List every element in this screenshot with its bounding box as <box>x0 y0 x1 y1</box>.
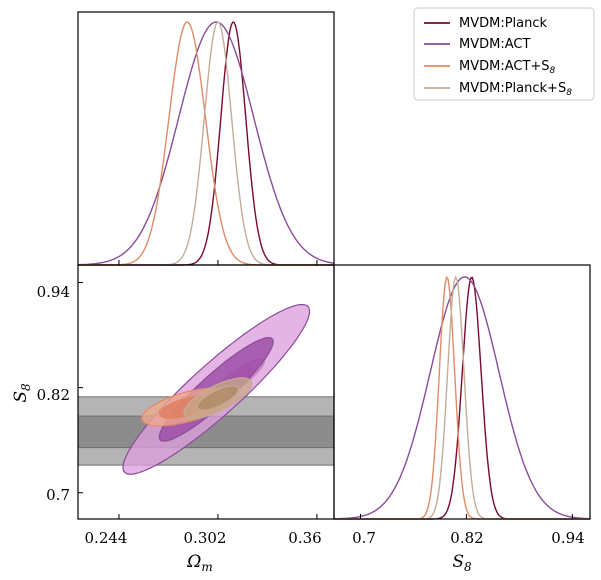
joint-contours <box>122 303 311 475</box>
legend-text-planck: MVDM:Planck <box>459 16 548 31</box>
x-tick-s8-1: 0.82 <box>450 529 483 547</box>
s8-symbol: S <box>452 552 464 572</box>
s8-y-symbol: S <box>11 391 31 403</box>
axis-ticks <box>78 260 573 519</box>
legend-label-act-s8: MVDM:ACT+S8 <box>459 59 556 76</box>
y-tick-s8-2: 0.94 <box>37 283 70 301</box>
s8-subscript: 8 <box>464 560 472 574</box>
panel-s8-marginal <box>333 264 591 520</box>
x-tick-omega-m-2: 0.36 <box>288 529 321 547</box>
x-axis-label-s8: S8 <box>452 552 472 574</box>
marginal-omega-m-planck_s8 <box>78 21 334 266</box>
legend-label-act: MVDM:ACT <box>459 37 530 52</box>
omega-m-subscript: m <box>201 560 212 574</box>
contour-planck_s8-1sigma <box>196 385 240 412</box>
omega-m-symbol: Ω <box>186 552 201 572</box>
marginal-omega-m-act_s8 <box>78 21 334 266</box>
marginal-omega-m-planck <box>78 21 334 266</box>
legend-sub-act-s8: 8 <box>550 66 556 76</box>
y-tick-s8-1: 0.82 <box>37 386 70 404</box>
y-axis-label-s8: S8 <box>11 383 33 403</box>
x-tick-s8-2: 0.94 <box>551 529 584 547</box>
x-tick-omega-m-1: 0.302 <box>184 529 227 547</box>
x-tick-s8-0: 0.7 <box>352 529 376 547</box>
x-axis-label-omega-m: Ωm <box>186 552 213 574</box>
marginal-s8-act_s8 <box>334 275 590 520</box>
legend-text-act: MVDM:ACT <box>459 37 530 52</box>
s8-y-subscript: 8 <box>19 383 33 391</box>
x-tick-omega-m-0: 0.244 <box>85 529 128 547</box>
legend-box <box>413 7 595 101</box>
legend-label-planck-s8: MVDM:Planck+S8 <box>459 81 572 98</box>
legend-sub-planck-s8: 8 <box>566 88 572 98</box>
legend-text-planck-s8: MVDM:Planck+S <box>459 81 566 96</box>
marginal-omega-m-act <box>78 21 335 266</box>
legend: MVDM:Planck MVDM:ACT MVDM:ACT+S8 MVDM:Pl… <box>413 7 595 101</box>
panel-omega-m-marginal <box>77 11 335 266</box>
legend-text-act-s8: MVDM:ACT+S <box>459 59 550 74</box>
y-tick-s8-0: 0.7 <box>46 486 70 504</box>
marginal-s8-act <box>334 276 591 520</box>
legend-label-planck: MVDM:Planck <box>459 16 548 31</box>
